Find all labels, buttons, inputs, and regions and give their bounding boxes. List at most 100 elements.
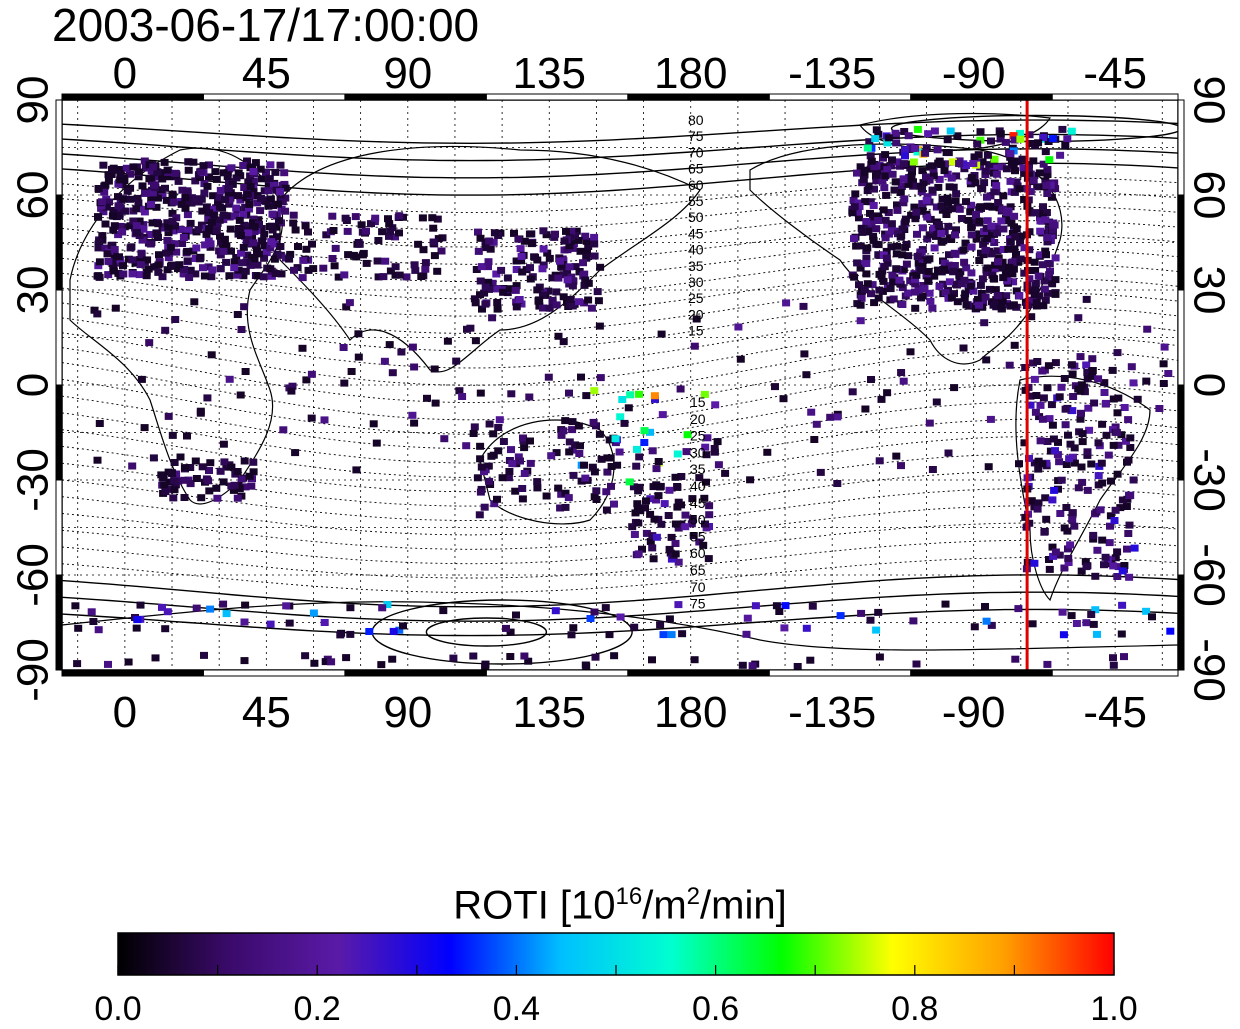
roti-pixel [212,223,221,230]
roti-pixel [582,253,591,261]
right-tick-label: 90 [1184,76,1233,125]
contour-label-north: 60 [688,177,704,193]
roti-pixel [568,418,577,426]
roti-pixel [369,420,378,428]
roti-pixel [471,337,480,345]
roti-pixel [177,226,186,234]
roti-pixel [220,235,229,243]
roti-pixel [1129,379,1138,387]
roti-pixel [1125,492,1134,500]
roti-pixel [945,251,953,259]
roti-pixel [137,375,146,383]
roti-pixel [962,301,971,309]
roti-pixel [285,255,294,263]
roti-pixel [183,211,192,219]
roti-pixel [265,175,274,183]
right-axis-bar [1177,479,1185,576]
roti-pixel [1006,150,1015,158]
roti-pixel [957,215,966,222]
roti-pixel [183,247,192,255]
roti-pixel [484,263,492,271]
roti-pixel [309,609,318,617]
roti-pixel [890,186,899,194]
roti-pixel [1020,269,1029,277]
roti-pixel [616,413,625,421]
roti-pixel [860,286,869,294]
roti-pixel [862,254,871,262]
contour-label-south: 60 [690,545,706,561]
roti-pixel [225,200,234,208]
roti-pixel [851,190,860,198]
roti-pixel [1044,276,1053,284]
roti-pixel [702,478,710,486]
roti-pixel [868,213,877,221]
roti-pixel [875,286,884,294]
roti-pixel [982,224,991,232]
roti-pixel [512,303,521,311]
roti-pixel [516,245,525,253]
roti-pixel [567,631,576,639]
roti-pixel [650,392,659,400]
roti-pixel [1031,286,1040,294]
roti-pixel [711,401,720,409]
roti-pixel [671,550,680,558]
roti-pixel [565,438,574,446]
roti-pixel [119,270,128,278]
contour-label-south: 30 [690,444,706,460]
contour-label-south: 40 [690,478,706,494]
roti-pixel [633,445,641,453]
roti-pixel [1045,565,1054,573]
roti-pixel [103,250,112,258]
roti-pixel [245,200,254,208]
roti-pixel [656,621,665,629]
roti-pixel [640,427,649,435]
roti-pixel [174,477,183,485]
roti-pixel [149,454,158,462]
roti-pixel [858,228,867,236]
roti-pixel [227,164,236,172]
roti-pixel [1088,372,1097,380]
roti-pixel [158,603,166,611]
roti-pixel [512,266,521,273]
roti-pixel [155,251,163,259]
roti-pixel [475,511,484,519]
roti-pixel [388,224,397,232]
roti-pixel [885,230,894,238]
roti-pixel [1048,280,1057,288]
roti-pixel [138,236,147,244]
roti-pixel [1081,558,1090,566]
roti-pixel [574,422,583,430]
roti-pixel [1097,459,1106,467]
roti-pixel [802,371,811,379]
roti-pixel [102,203,111,211]
roti-pixel [906,164,915,172]
roti-pixel [1058,125,1067,133]
roti-pixel [657,520,666,528]
roti-pixel [582,392,591,400]
roti-pixel [575,298,583,306]
roti-pixel [559,427,568,435]
contour-label-north: 70 [688,144,704,160]
roti-pixel [128,462,137,470]
roti-pixel [346,630,355,638]
roti-pixel [1020,196,1029,203]
roti-pixel [99,161,108,169]
roti-pixel [998,263,1007,271]
roti-pixel [630,623,639,631]
contour-label-north: 30 [688,274,704,290]
roti-pixel [1025,246,1034,254]
roti-pixel [904,132,913,140]
roti-pixel [331,244,340,252]
roti-pixel [911,304,920,312]
roti-pixel [544,373,553,381]
roti-pixel [227,247,235,255]
roti-pixel [1111,554,1120,562]
roti-pixel [947,174,956,182]
roti-pixel [1041,296,1050,304]
contour-label-north: 50 [688,209,704,225]
roti-pixel [703,434,712,442]
roti-pixel [1113,349,1122,357]
roti-pixel [145,175,154,183]
roti-pixel [929,172,938,180]
roti-pixel [586,615,595,622]
